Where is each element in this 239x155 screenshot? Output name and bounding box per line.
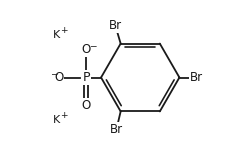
Text: −: − [50,69,58,78]
Text: Br: Br [109,123,123,136]
Text: −: − [89,41,96,50]
Text: O: O [82,43,91,56]
Text: K: K [53,115,60,125]
Text: Br: Br [190,71,203,84]
Text: K: K [53,30,60,40]
Text: P: P [83,71,90,84]
Text: Br: Br [109,19,122,32]
Text: +: + [60,111,68,120]
Text: O: O [82,99,91,112]
Text: O: O [54,71,63,84]
Text: +: + [60,27,68,35]
